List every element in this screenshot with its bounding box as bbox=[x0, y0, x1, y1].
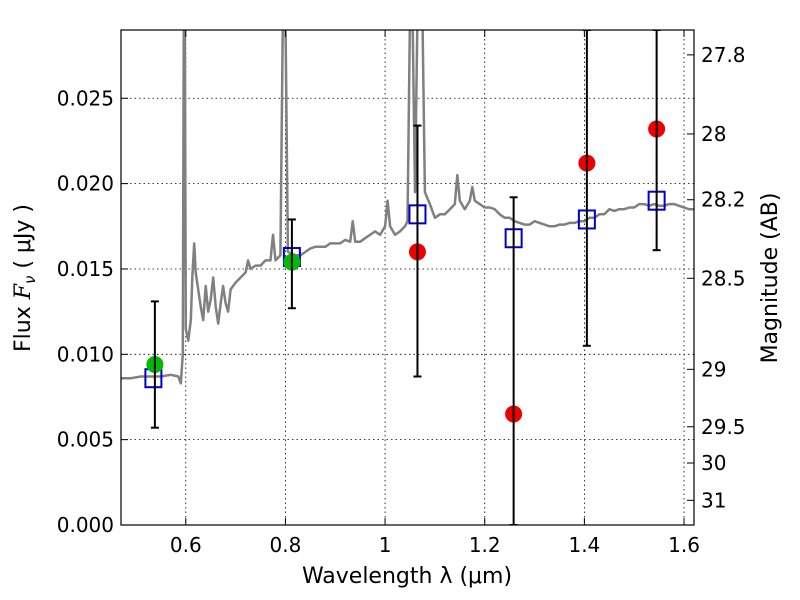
y2-tick-label: 28.5 bbox=[701, 266, 746, 290]
grid bbox=[121, 30, 694, 525]
y-tick-label: 0.020 bbox=[57, 172, 114, 196]
x-tick-label: 1.2 bbox=[469, 533, 501, 557]
y2-tick-label: 27.8 bbox=[701, 43, 746, 67]
y2-tick-label: 30 bbox=[701, 451, 726, 475]
y-tick-label: 0.015 bbox=[57, 257, 114, 281]
axes: 0.6 0.8 1 1.2 1.4 1.6 0.000 0.005 0.010 0.015 0.02… bbox=[57, 30, 746, 557]
y-tick-label: 0.005 bbox=[57, 428, 114, 452]
x-tick-label: 1.6 bbox=[668, 533, 700, 557]
y-tick-label: 0.000 bbox=[57, 513, 114, 537]
y-tick-label: 0.010 bbox=[57, 342, 114, 366]
plot-data bbox=[121, 30, 694, 525]
spectrum-line bbox=[121, 30, 694, 385]
x-tick-label: 0.6 bbox=[170, 533, 202, 557]
x-tick-label: 1.4 bbox=[568, 533, 600, 557]
y2-tick-label: 28 bbox=[701, 122, 726, 146]
y2-tick-label: 29 bbox=[701, 357, 726, 381]
y-axis-label: Flux Fν ( μJy ) bbox=[11, 204, 39, 352]
y2-axis-label: Magnitude (AB) bbox=[758, 193, 783, 364]
x-axis-label: Wavelength λ (μm) bbox=[302, 564, 512, 589]
y2-tick-label: 29.5 bbox=[701, 415, 746, 439]
y2-tick-label: 31 bbox=[701, 488, 726, 512]
plot-frame bbox=[120, 29, 695, 526]
x-tick-label: 1 bbox=[379, 533, 392, 557]
y2-tick-label: 28.2 bbox=[701, 188, 746, 212]
y-tick-label: 0.025 bbox=[57, 86, 114, 110]
x-tick-label: 0.8 bbox=[270, 533, 302, 557]
